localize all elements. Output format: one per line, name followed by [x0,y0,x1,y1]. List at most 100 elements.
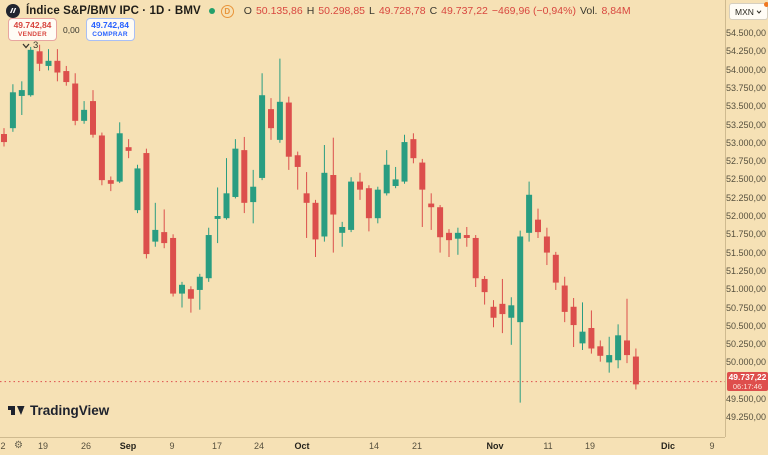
candle [223,158,230,220]
currency-label: MXN [735,6,754,17]
candle [535,208,541,238]
tradingview-watermark[interactable]: TradingView [8,403,109,418]
price-tick: 53.500,00 [725,101,766,111]
sell-button[interactable]: 49.742,84 VENDER [8,18,57,41]
open-label: O [243,5,252,17]
candle [36,44,43,72]
candle [285,96,292,170]
time-axis[interactable]: 2 19 26 Sep 9 17 24 Oct 14 21 Nov 11 19 Dic 9 [0,437,725,455]
price-tick: 50.000,00 [725,357,766,367]
time-tick-month: Sep [119,441,137,451]
candle [543,227,550,266]
candle [179,281,185,308]
time-tick: 21 [411,441,423,451]
symbol-title[interactable]: Índice S&P/BMV IPC · 1D · BMV [26,5,201,17]
price-tick: 53.750,00 [725,83,766,93]
ohlc-values: O 50.135,86 H 50.298,85 L 49.728,78 C 49.737… [244,5,631,17]
time-tick: 26 [80,441,92,451]
candle [508,297,515,345]
spread-value: 0,00 [63,24,80,35]
collapsed-count: 3 [33,40,39,51]
candle [374,186,381,224]
candle [597,340,604,362]
candle [259,73,266,181]
price-tick: 52.000,00 [725,211,766,221]
sell-price: 49.742,84 [13,20,52,30]
candle [303,172,310,238]
candle [552,251,559,290]
candle [437,205,444,253]
buy-price: 49.742,84 [91,20,129,30]
candle [98,132,105,186]
indicators-collapse-toggle[interactable]: 3 [22,40,38,51]
price-tick: 51.500,00 [725,248,766,258]
candle [588,310,595,354]
volume-label: Vol. [579,5,598,17]
price-tick: 52.500,00 [725,174,766,184]
open-value: 50.135,86 [255,5,303,17]
tradingview-logo-text: TradingView [30,403,110,418]
time-tick: 14 [368,441,380,451]
candle [143,148,150,259]
candle [526,181,533,242]
notification-dot-icon [764,2,768,7]
candle [187,286,194,313]
symbol-logo-icon[interactable] [6,4,20,18]
candle [401,134,408,184]
chevron-down-icon [756,9,762,14]
price-tick: 49.250,00 [725,412,766,422]
candle [312,199,319,257]
candle [499,278,506,334]
price-tick: 51.000,00 [725,284,766,294]
time-tick: 9 [709,441,715,451]
candle [454,227,461,255]
price-tick: 53.250,00 [725,120,766,130]
gear-icon[interactable]: ⚙ [14,440,23,451]
candle [63,65,70,86]
buy-button[interactable]: 49.742,84 COMPRAR [85,18,135,41]
currency-button[interactable]: MXN [729,2,768,20]
price-tick: 50.250,00 [725,339,766,349]
candle [294,151,301,190]
candle [330,137,337,253]
candlestick-chart[interactable] [0,0,725,437]
candle [392,166,399,189]
candle [365,185,372,232]
candle [517,230,524,403]
candle [161,209,168,249]
candle [321,144,328,242]
candle [561,276,568,323]
candle [481,276,488,305]
candle [250,169,257,224]
candle [205,227,212,282]
candle [606,336,613,373]
time-tick-month: Nov [486,441,504,451]
candle [428,193,435,230]
candle [490,300,497,328]
candle [81,101,88,124]
price-tick: 51.750,00 [725,229,766,239]
candle [276,58,283,143]
price-axis[interactable]: MXN 54.500,00 54.250,00 54.000,00 53.750,00… [725,0,768,437]
high-value: 50.298,85 [318,5,365,17]
candle [268,98,274,140]
close-value: 49.737,22 [441,5,488,17]
candle [348,177,355,233]
time-tick: 11 [543,441,553,451]
candle [632,348,639,390]
price-tick: 53.000,00 [725,138,766,148]
candle [446,229,452,257]
chart-pane[interactable] [0,0,725,437]
low-value: 49.728,78 [378,5,426,17]
price-tick: 54.500,00 [725,28,766,38]
candle [9,84,16,132]
change-value: −469,96 (−0,94%) [491,5,576,17]
candle [107,176,114,192]
price-tick: 51.250,00 [725,266,766,276]
candle [125,139,132,159]
candle [72,73,79,126]
price-tick: 50.500,00 [725,321,766,331]
delayed-data-badge[interactable]: D [220,4,234,18]
candle [615,324,622,369]
